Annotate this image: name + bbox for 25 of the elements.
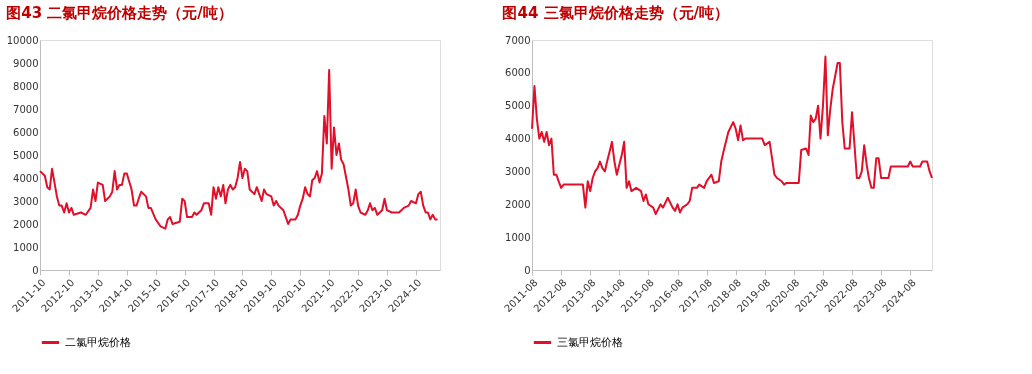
- y-tick-label: 1000: [13, 241, 39, 253]
- y-tick-label: 2000: [505, 198, 531, 210]
- y-tick-label: 10000: [6, 34, 39, 46]
- chart-title: 图43 二氯甲烷价格走势（元/吨）: [6, 4, 233, 22]
- legend-label: 二氯甲烷价格: [65, 335, 131, 349]
- y-tick-label: 4000: [13, 172, 39, 184]
- y-tick-label: 3000: [13, 195, 39, 207]
- chart-title: 图44 三氯甲烷价格走势（元/吨）: [502, 4, 730, 22]
- y-tick-label: 6000: [505, 67, 531, 79]
- line-series: [531, 55, 933, 216]
- y-tick-label: 0: [524, 264, 531, 276]
- y-tick-label: 7000: [505, 34, 531, 46]
- y-tick-label: 6000: [13, 126, 39, 138]
- y-tick-label: 5000: [13, 149, 39, 161]
- y-tick-label: 8000: [13, 80, 39, 92]
- y-tick-label: 3000: [505, 165, 531, 177]
- legend-label: 三氯甲烷价格: [557, 335, 623, 349]
- y-tick-label: 5000: [505, 100, 531, 112]
- y-tick-label: 2000: [13, 218, 39, 230]
- y-tick-label: 7000: [13, 103, 39, 115]
- y-tick-label: 4000: [505, 133, 531, 145]
- line-series: [39, 68, 439, 230]
- y-tick-label: 9000: [13, 57, 39, 69]
- y-tick-label: 1000: [505, 231, 531, 243]
- y-tick-label: 0: [32, 264, 39, 276]
